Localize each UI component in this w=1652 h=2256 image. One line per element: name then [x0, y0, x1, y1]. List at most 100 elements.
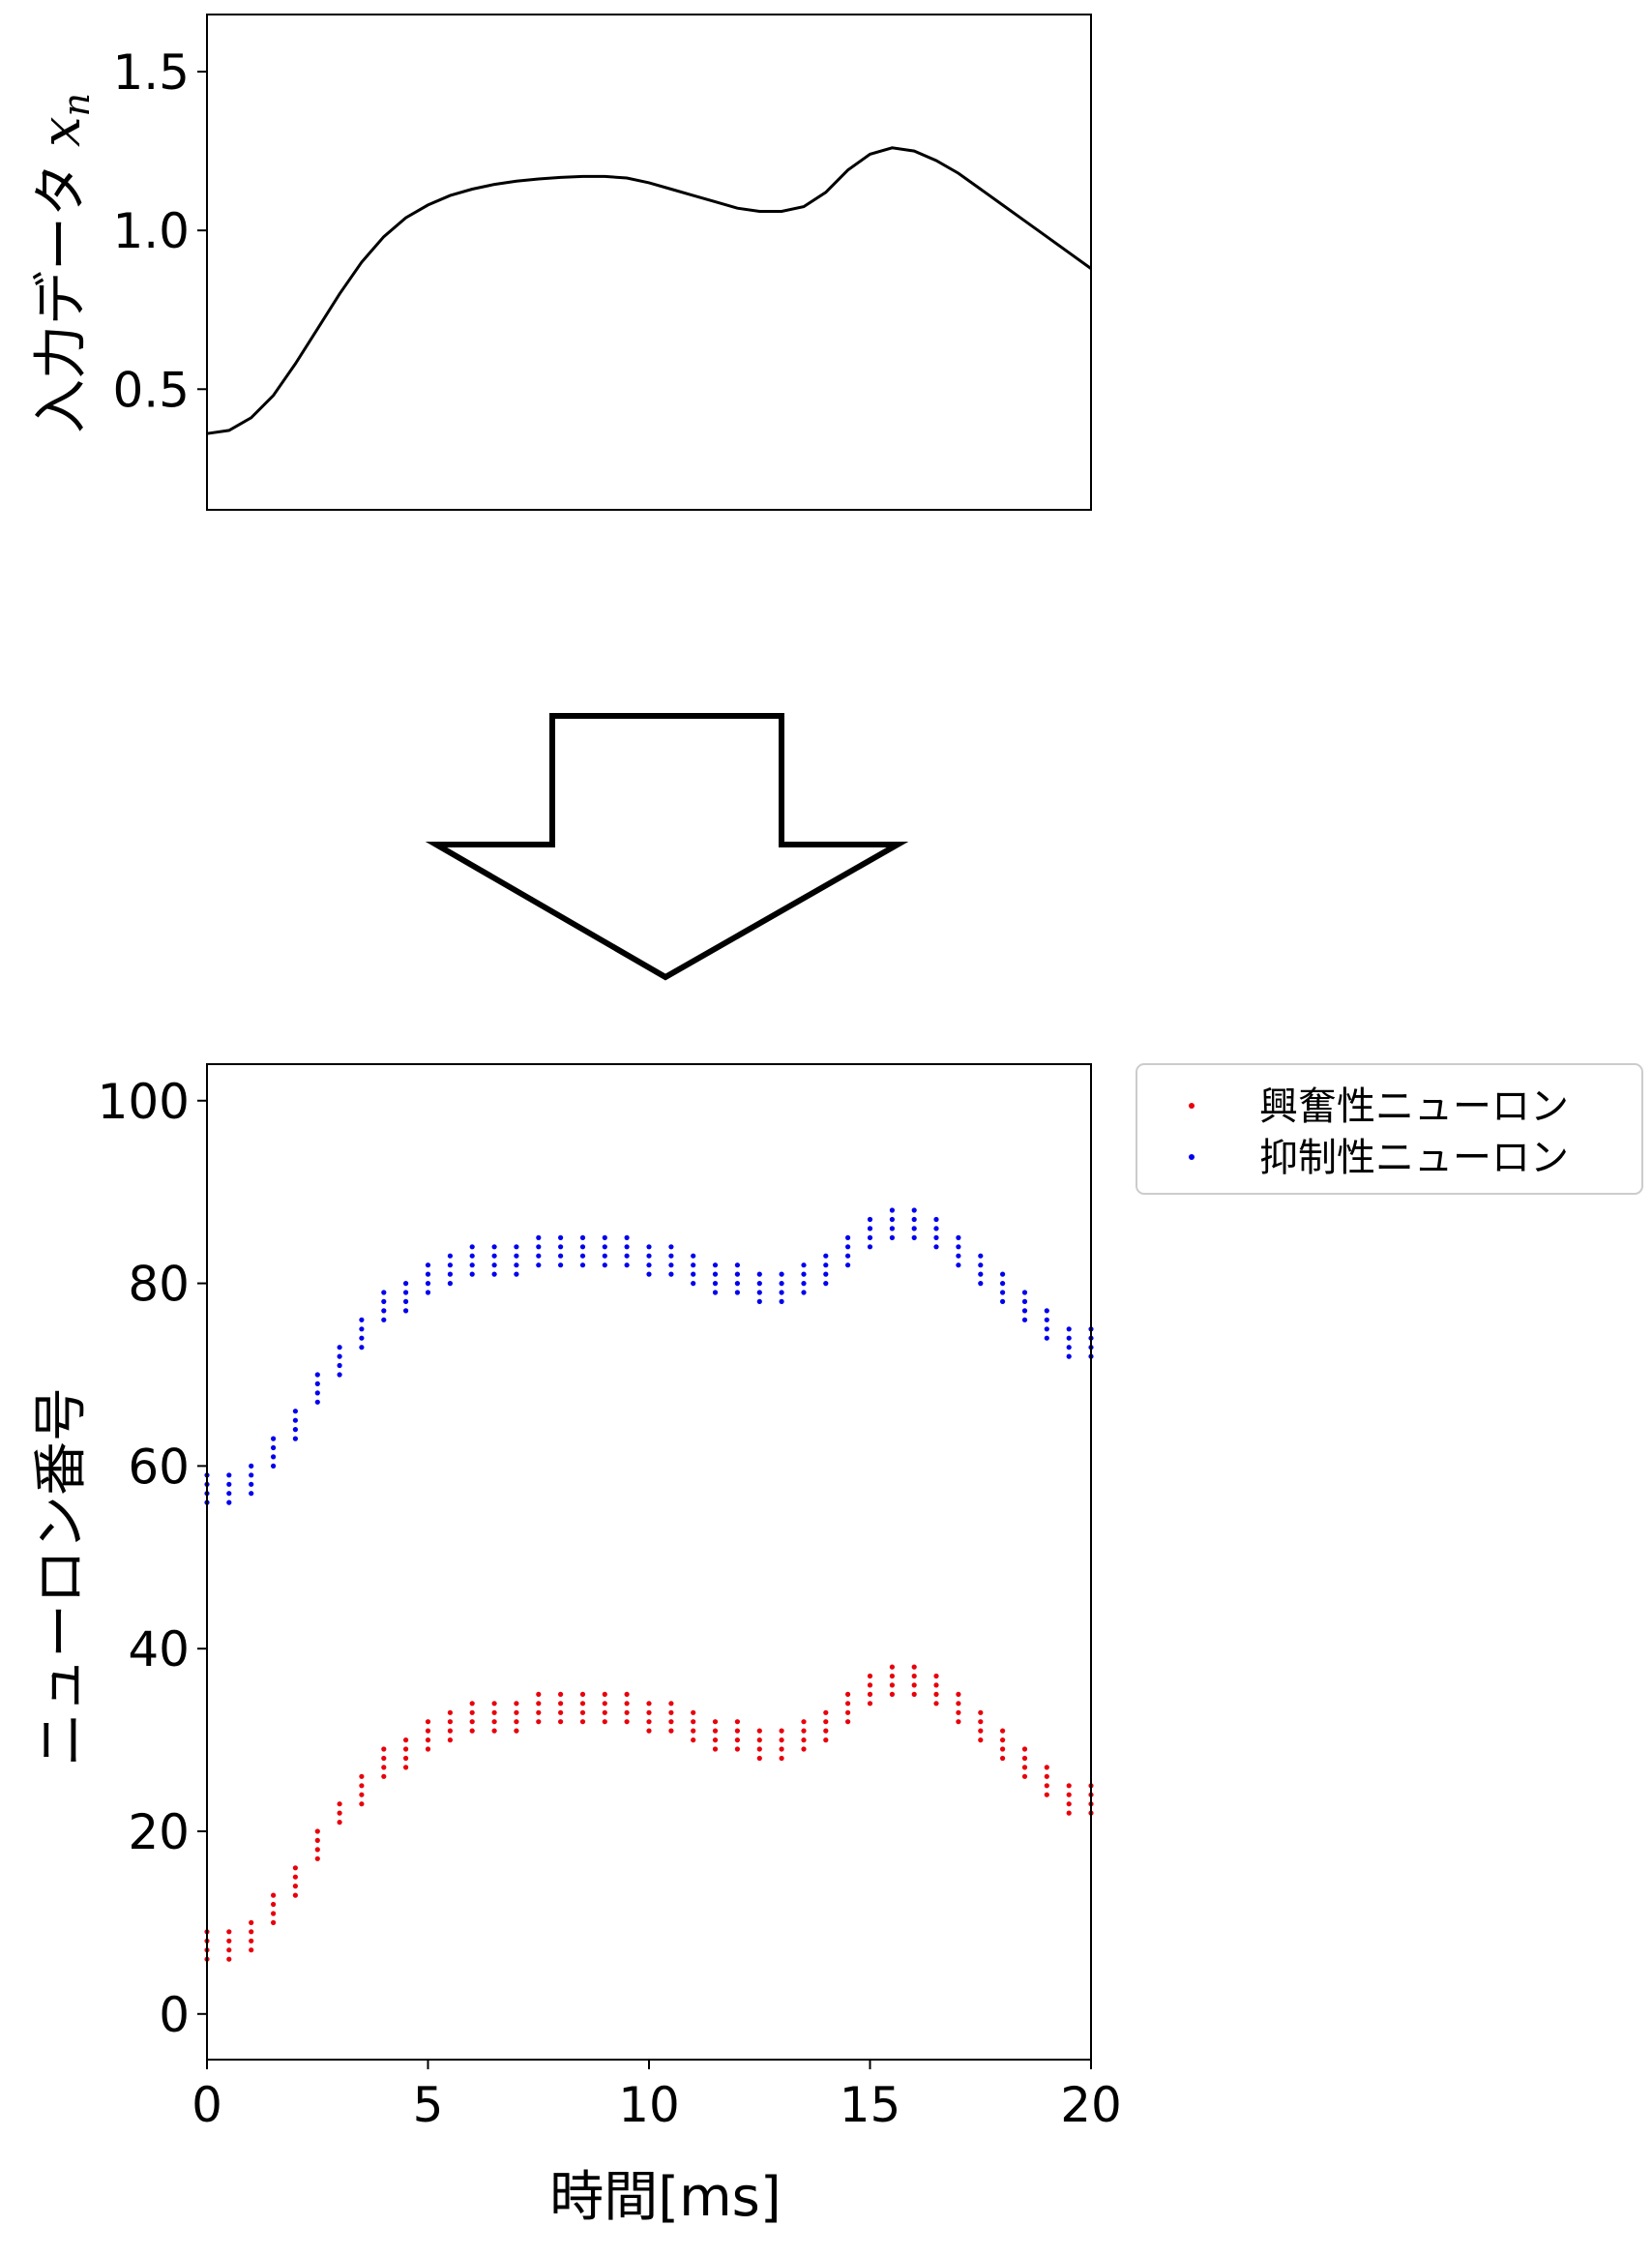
spike-point — [668, 1728, 674, 1734]
spike-point — [469, 1728, 475, 1734]
spike-point — [756, 1298, 762, 1304]
spike-point — [1021, 1308, 1028, 1314]
spike-point — [712, 1728, 719, 1734]
spike-point — [226, 1956, 232, 1962]
spike-point — [646, 1253, 652, 1259]
spike-point — [1000, 1746, 1006, 1752]
spike-point — [978, 1262, 984, 1268]
spike-point — [249, 1938, 254, 1944]
spike-point — [867, 1673, 873, 1679]
spike-point — [734, 1746, 741, 1752]
spike-point — [845, 1244, 851, 1250]
spike-point — [889, 1207, 896, 1213]
spike-point — [668, 1244, 674, 1250]
spike-point — [579, 1244, 586, 1250]
input-chart-axes — [206, 14, 1092, 511]
spike-point — [403, 1755, 409, 1762]
spike-point — [801, 1271, 807, 1277]
spike-point — [1021, 1290, 1028, 1295]
spike-point — [425, 1728, 431, 1734]
spike-point — [1066, 1801, 1072, 1807]
raster-x-tick-label: 0 — [192, 2077, 222, 2133]
spike-point — [1044, 1765, 1049, 1770]
spike-point — [867, 1216, 873, 1223]
spike-point — [779, 1281, 784, 1287]
spike-point — [314, 1837, 320, 1843]
spike-point — [1000, 1290, 1006, 1295]
spike-point — [845, 1262, 851, 1268]
input-data-chart: 0.5 1.0 1.5 入力データxn — [30, 14, 1092, 511]
spike-point — [933, 1682, 939, 1688]
spike-point — [558, 1244, 564, 1250]
spike-point — [956, 1253, 961, 1259]
spike-point — [801, 1746, 807, 1752]
spike-point — [579, 1701, 586, 1707]
spike-point — [514, 1253, 519, 1259]
spike-point — [668, 1262, 674, 1268]
spike-point — [1000, 1281, 1006, 1287]
spike-point — [911, 1664, 917, 1670]
spike-point — [558, 1234, 564, 1240]
spike-point — [536, 1234, 542, 1240]
spike-point — [779, 1271, 784, 1277]
spike-point — [911, 1216, 917, 1223]
spike-point — [978, 1271, 984, 1277]
spike-point — [579, 1262, 586, 1268]
raster-y-tick-label: 80 — [128, 1257, 190, 1313]
spike-point — [491, 1701, 497, 1707]
spike-point — [646, 1728, 652, 1734]
legend-marker-excitatory — [1189, 1103, 1195, 1109]
spike-point — [226, 1472, 232, 1478]
spike-point — [889, 1216, 896, 1223]
spike-point — [956, 1691, 961, 1697]
spike-point — [801, 1728, 807, 1734]
spike-point — [381, 1755, 387, 1762]
spike-point — [579, 1719, 586, 1725]
spike-series-1 — [204, 1207, 1094, 1505]
spike-point — [314, 1399, 320, 1405]
spike-point — [469, 1253, 475, 1259]
spike-point — [491, 1719, 497, 1725]
spike-point — [425, 1271, 431, 1277]
spike-point — [579, 1234, 586, 1240]
spike-points — [204, 1207, 1094, 1962]
raster-y-tick-label: 20 — [128, 1804, 190, 1860]
spike-point — [403, 1281, 409, 1287]
spike-point — [646, 1262, 652, 1268]
spike-point — [491, 1262, 497, 1268]
spike-point — [314, 1828, 320, 1834]
spike-point — [646, 1709, 652, 1715]
spike-point — [226, 1481, 232, 1487]
spike-point — [514, 1271, 519, 1277]
spike-point — [425, 1746, 431, 1752]
spike-point — [823, 1737, 829, 1743]
spike-point — [447, 1281, 453, 1287]
spike-point — [734, 1728, 741, 1734]
spike-point — [1044, 1326, 1049, 1332]
spike-point — [691, 1719, 696, 1725]
spike-point — [491, 1244, 497, 1250]
spike-point — [978, 1281, 984, 1287]
spike-point — [1000, 1737, 1006, 1743]
raster-y-tick-label: 0 — [159, 1987, 190, 2043]
spike-point — [579, 1253, 586, 1259]
spike-point — [579, 1691, 586, 1697]
spike-point — [1044, 1783, 1049, 1789]
input-y-tick-label: 0.5 — [112, 362, 190, 418]
raster-x-tick-label: 20 — [1060, 2077, 1122, 2133]
spike-point — [889, 1664, 896, 1670]
spike-point — [889, 1226, 896, 1232]
spike-point — [359, 1783, 365, 1789]
spike-point — [292, 1409, 298, 1414]
spike-point — [403, 1308, 409, 1314]
spike-point — [314, 1372, 320, 1378]
spike-point — [911, 1226, 917, 1232]
spike-point — [271, 1901, 277, 1908]
spike-point — [691, 1709, 696, 1715]
spike-point — [889, 1673, 896, 1679]
spike-point — [359, 1335, 365, 1341]
spike-point — [249, 1472, 254, 1478]
spike-point — [933, 1234, 939, 1240]
raster-x-tick-label: 10 — [618, 2077, 680, 2133]
spike-point — [447, 1719, 453, 1725]
